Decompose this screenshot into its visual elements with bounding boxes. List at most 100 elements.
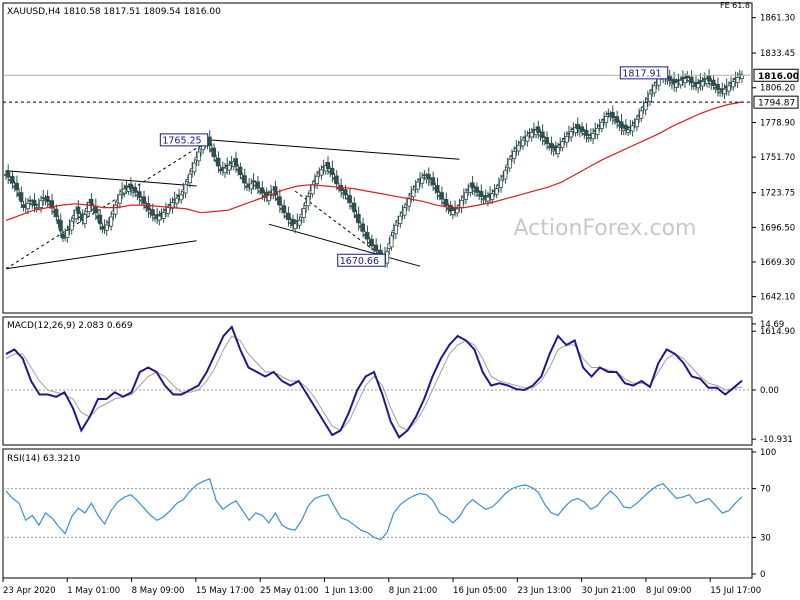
candle <box>10 170 15 190</box>
candle <box>223 162 228 178</box>
candle-body <box>634 118 639 128</box>
candle <box>435 177 440 200</box>
candle-body <box>584 129 589 136</box>
candle <box>474 182 479 197</box>
candle <box>244 182 249 192</box>
candle <box>503 165 508 184</box>
candle-body <box>141 196 146 204</box>
candle-body <box>652 85 657 94</box>
candle <box>718 88 723 97</box>
annotation-box-2 <box>619 66 669 80</box>
candle-body <box>65 230 70 238</box>
candle-body <box>707 75 712 82</box>
candle-body <box>503 169 508 180</box>
candle-body <box>207 136 212 147</box>
candle-body <box>58 220 63 232</box>
candle <box>41 189 46 206</box>
candle <box>439 186 444 206</box>
candle <box>630 120 635 137</box>
candle-body <box>700 81 705 87</box>
candle <box>183 179 188 199</box>
candle <box>584 123 589 143</box>
candle-body <box>113 204 118 215</box>
price-tick-label-2: 1806.20 <box>760 84 795 94</box>
price-tick-label-3: 1778.90 <box>760 118 795 128</box>
candle-body <box>21 204 26 209</box>
candle-body <box>347 195 352 203</box>
candle <box>595 123 600 140</box>
candle-body <box>639 110 644 119</box>
candle <box>470 175 475 195</box>
candle <box>282 199 287 219</box>
annotation-label-2: 1817.91 <box>622 68 661 79</box>
candle-body <box>439 192 444 200</box>
time-tick-label-10: 8 Jul 09:00 <box>646 586 692 596</box>
time-tick-label-11: 15 Jul 17:00 <box>710 586 761 596</box>
candle-body <box>290 218 295 226</box>
candle-body <box>507 158 512 169</box>
candle-body <box>109 216 114 227</box>
candle-body <box>356 213 361 224</box>
candle-body <box>474 186 479 193</box>
candle <box>39 195 44 213</box>
candle <box>117 189 122 209</box>
candle <box>481 194 486 204</box>
candle <box>722 83 727 100</box>
candle <box>297 216 302 230</box>
candle <box>431 171 436 191</box>
current-price-box <box>753 68 799 82</box>
candle <box>69 216 74 235</box>
candle <box>6 164 11 184</box>
candle-body <box>45 195 50 203</box>
time-tick-label-1: 1 May 01:00 <box>67 586 120 596</box>
candle-body <box>28 199 33 202</box>
candle-body <box>369 238 374 247</box>
candle-body <box>626 129 631 133</box>
candle <box>545 131 550 150</box>
candle <box>122 184 127 198</box>
candle-body <box>170 202 175 209</box>
candle <box>490 189 495 204</box>
candle <box>170 197 175 214</box>
candle <box>21 201 26 212</box>
candle <box>100 223 105 234</box>
candle-body <box>420 177 425 184</box>
channel-upper-line <box>209 139 460 160</box>
candle-body <box>218 168 223 172</box>
time-tick-label-7: 16 Jun 05:00 <box>453 586 507 596</box>
candle <box>615 110 620 129</box>
candle <box>626 126 631 137</box>
candle-body <box>615 116 620 123</box>
macd-main-line <box>5 325 743 439</box>
candle <box>361 217 366 238</box>
candle <box>735 72 740 89</box>
level-price-label: 1794.87 <box>758 99 795 109</box>
candle <box>179 191 184 204</box>
candle <box>639 107 644 123</box>
candle-body <box>718 91 723 94</box>
candle-body <box>150 209 155 216</box>
watermark: ActionForex.com <box>514 216 697 241</box>
candle <box>218 165 223 175</box>
candle <box>301 203 306 223</box>
candle <box>290 214 295 231</box>
candle <box>273 180 278 202</box>
candle <box>420 172 425 189</box>
macd-title: MACD(12,26,9) 2.083 0.669 <box>7 321 133 331</box>
candle-body <box>512 151 517 160</box>
candle-body <box>431 177 436 186</box>
candle <box>286 206 291 227</box>
candle <box>14 175 19 198</box>
candle-body <box>10 176 15 184</box>
candle <box>402 203 407 219</box>
candle <box>60 230 65 242</box>
triangle-lower-line <box>5 240 197 270</box>
candle <box>356 206 361 231</box>
candle-body <box>516 144 521 152</box>
candle-body <box>365 232 370 240</box>
rsi-title: RSI(14) 63.3210 <box>7 454 80 464</box>
candle <box>573 123 578 137</box>
candle <box>540 124 545 146</box>
price-tick-label-7: 1669.30 <box>760 258 795 268</box>
candle-body <box>435 184 440 193</box>
